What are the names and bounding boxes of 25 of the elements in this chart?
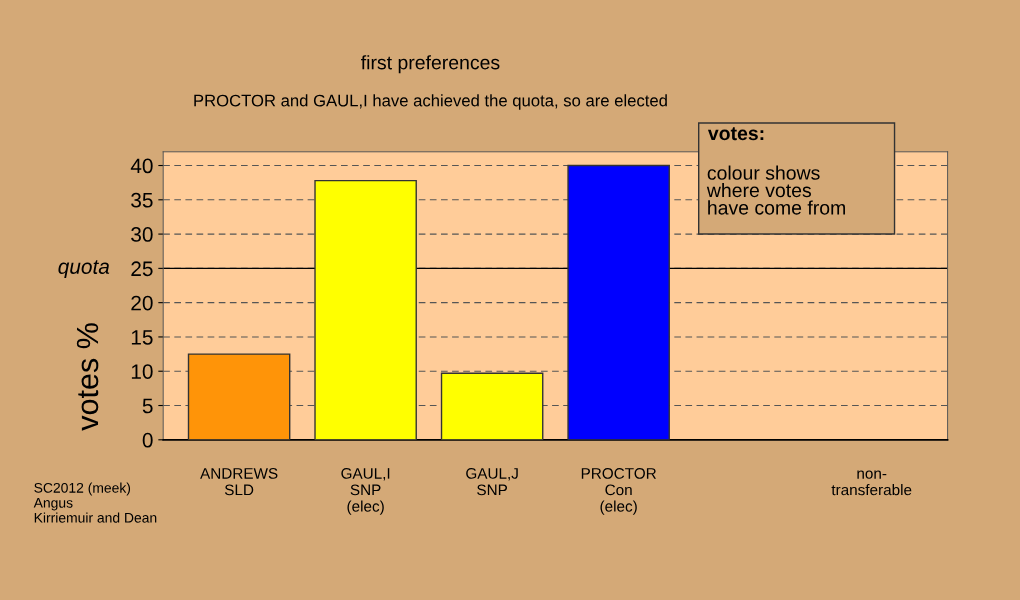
y-tick-label: 0 [142, 432, 153, 448]
y-axis-title: votes % [76, 323, 99, 431]
bar [567, 164, 670, 440]
y-tick-label: 40 [130, 158, 153, 174]
chart-subtitle: PROCTOR and GAUL,I have achieved the quota, so are elected [194, 94, 667, 110]
x-tick-label: ANDREWS SLD [200, 467, 278, 496]
x-tick-label: PROCTOR Con (elec) [581, 467, 656, 515]
y-tick-label: 10 [131, 364, 153, 379]
y-tick-label: 30 [131, 227, 153, 242]
text: SC2012 (meek) Angus Kirriemuir and Dean [33, 482, 157, 523]
y-tick-label: 5 [142, 398, 153, 414]
bar [440, 372, 544, 440]
y-tick-label: 25 [131, 261, 153, 277]
y-tick-label: 15 [131, 330, 153, 345]
y-tick-label: 35 [131, 192, 153, 208]
ref-line-label: quota [58, 260, 110, 279]
x-tick-label: non- transferable [831, 470, 912, 496]
bar [314, 179, 417, 440]
annotation: colour shows where votes have come from [706, 165, 845, 215]
x-tick-label: GAUL,I SNP (elec) [341, 467, 390, 515]
chart-title: first preferences [361, 55, 500, 74]
bar [187, 353, 291, 440]
y-tick-label: 20 [131, 295, 153, 311]
x-tick-label: GAUL,J SNP [466, 467, 518, 496]
text: votes: [707, 127, 764, 141]
